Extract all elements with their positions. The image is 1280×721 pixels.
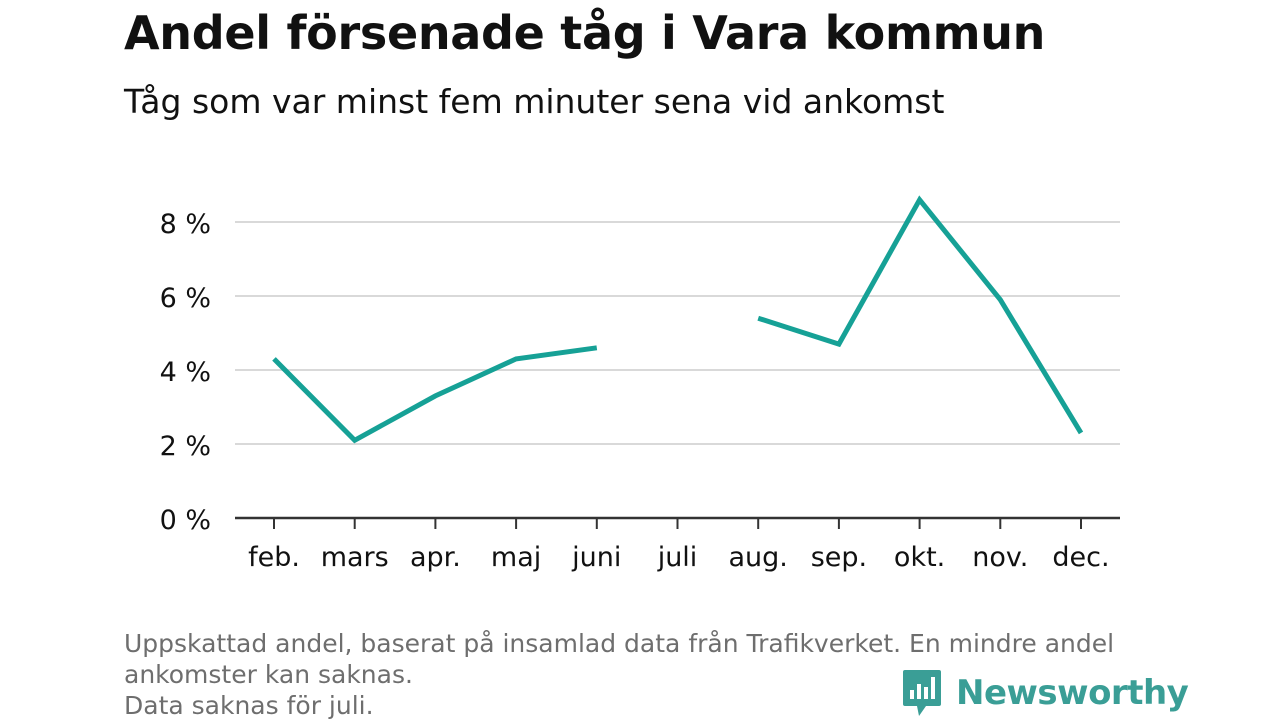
x-tick-label: dec. — [1052, 542, 1109, 573]
chart-subtitle: Tåg som var minst fem minuter sena vid a… — [124, 82, 945, 121]
x-tick-label: juni — [571, 542, 621, 573]
x-tick-label: maj — [491, 542, 541, 573]
x-tick-label: sep. — [811, 542, 867, 573]
brand-logo: Newsworthy — [902, 668, 1189, 718]
footnote-line-2: ankomster kan saknas. — [124, 660, 413, 689]
x-tick-label: apr. — [410, 542, 461, 573]
y-tick-label: 0 % — [160, 505, 211, 536]
x-tick-label: mars — [321, 542, 389, 573]
series-line — [757, 195, 1084, 435]
x-tick-label: okt. — [894, 542, 945, 573]
line-chart: 0 % 2 % 4 % 6 % 8 % feb. mars apr. maj juni juli au… — [160, 195, 1120, 573]
footnote-line-1: Uppskattad andel, baserat på insamlad da… — [124, 629, 1115, 658]
y-tick-label: 2 % — [160, 431, 211, 462]
y-tick-label: 8 % — [160, 209, 211, 240]
chart-title: Andel försenade tåg i Vara kommun — [124, 6, 1046, 60]
x-tick-label: aug. — [729, 542, 788, 573]
x-tick-label: feb. — [248, 542, 300, 573]
footnote: Uppskattad andel, baserat på insamlad da… — [124, 628, 1154, 721]
y-tick-label: 6 % — [160, 283, 211, 314]
y-tick-label: 4 % — [160, 357, 211, 388]
newsworthy-logo-icon — [903, 670, 941, 716]
x-tick-label: nov. — [972, 542, 1028, 573]
series-line — [272, 345, 598, 444]
brand-name: Newsworthy — [956, 673, 1189, 713]
footnote-line-3: Data saknas för juli. — [124, 691, 374, 720]
x-tick-label: juli — [657, 542, 698, 573]
